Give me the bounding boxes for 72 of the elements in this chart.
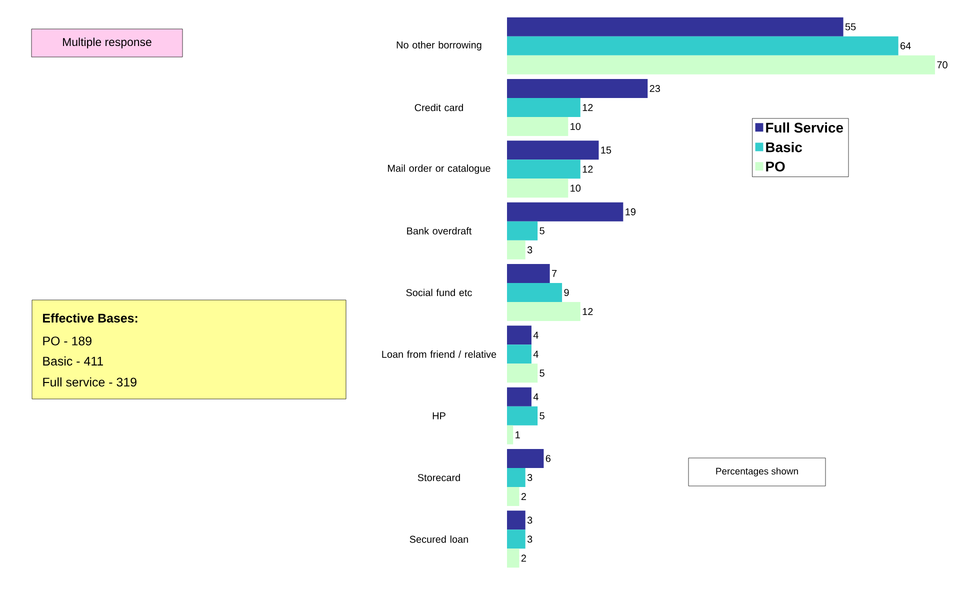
bar bbox=[507, 406, 538, 426]
bar bbox=[507, 55, 936, 74]
data-label: 23 bbox=[650, 84, 660, 92]
data-label: 3 bbox=[527, 516, 532, 524]
bar bbox=[507, 326, 532, 345]
annotation: Percentages shown bbox=[716, 468, 798, 476]
data-label: 15 bbox=[601, 146, 612, 154]
y-tick-label: No other borrowing bbox=[396, 41, 482, 50]
bar bbox=[507, 264, 550, 283]
text: Basic - 411 bbox=[43, 356, 103, 366]
text: Effective Bases: bbox=[43, 313, 138, 323]
data-label: 4 bbox=[533, 350, 538, 358]
data-label: 64 bbox=[900, 42, 911, 50]
bar bbox=[507, 160, 580, 179]
data-label: 1 bbox=[516, 431, 520, 438]
data-label: 70 bbox=[937, 61, 948, 68]
bar bbox=[507, 364, 538, 383]
bar bbox=[507, 448, 544, 468]
bar bbox=[507, 36, 898, 56]
data-label: 5 bbox=[540, 370, 544, 377]
bar bbox=[507, 530, 526, 549]
legend-label: Basic bbox=[766, 142, 802, 152]
bar bbox=[507, 221, 538, 240]
y-tick-label: Secured loan bbox=[410, 536, 468, 543]
y-tick-label: Storecard bbox=[418, 474, 460, 482]
data-label: 12 bbox=[582, 166, 593, 173]
bar bbox=[507, 282, 562, 302]
y-tick-label: Social fund etc bbox=[406, 288, 472, 296]
data-label: 10 bbox=[570, 122, 581, 130]
data-label: 6 bbox=[546, 454, 551, 462]
data-label: 5 bbox=[540, 227, 544, 234]
bar bbox=[507, 344, 532, 364]
text: Multiple response bbox=[63, 38, 152, 48]
y-tick-label: HP bbox=[432, 412, 446, 420]
legend-label: PO bbox=[766, 162, 785, 172]
data-label: 12 bbox=[582, 104, 593, 111]
data-label: 9 bbox=[564, 288, 569, 296]
bar bbox=[507, 98, 580, 117]
bar bbox=[507, 178, 568, 198]
bar bbox=[507, 17, 844, 36]
bar bbox=[507, 425, 514, 444]
bar bbox=[507, 468, 526, 487]
data-label: 3 bbox=[527, 474, 532, 482]
bar bbox=[507, 548, 520, 568]
data-label: 12 bbox=[582, 308, 593, 315]
bar bbox=[507, 302, 580, 321]
y-tick-label: Mail order or catalogue bbox=[388, 164, 490, 174]
bar bbox=[507, 510, 526, 530]
y-tick-label: Bank overdraft bbox=[407, 227, 472, 234]
data-label: 19 bbox=[626, 208, 636, 216]
bar bbox=[507, 116, 568, 136]
bar bbox=[507, 387, 532, 406]
bar bbox=[507, 202, 624, 222]
bar bbox=[507, 78, 648, 98]
y-tick-label: Credit card bbox=[414, 104, 463, 112]
text: PO - 189 bbox=[43, 336, 92, 346]
bar bbox=[507, 140, 599, 160]
y-tick-label: Loan from friend / relative bbox=[382, 350, 496, 358]
data-label: 2 bbox=[521, 493, 526, 500]
text: Full service - 319 bbox=[43, 377, 136, 387]
bar bbox=[507, 486, 520, 506]
data-label: 5 bbox=[540, 412, 544, 420]
data-label: 4 bbox=[533, 332, 538, 339]
legend-label: Full Service bbox=[766, 122, 844, 133]
data-label: 3 bbox=[527, 246, 532, 254]
data-label: 4 bbox=[533, 393, 538, 400]
data-label: 55 bbox=[845, 23, 856, 30]
data-label: 3 bbox=[527, 536, 532, 543]
data-label: 2 bbox=[521, 554, 526, 562]
data-label: 10 bbox=[570, 184, 581, 192]
data-label: 7 bbox=[552, 270, 557, 277]
bar bbox=[507, 240, 526, 260]
